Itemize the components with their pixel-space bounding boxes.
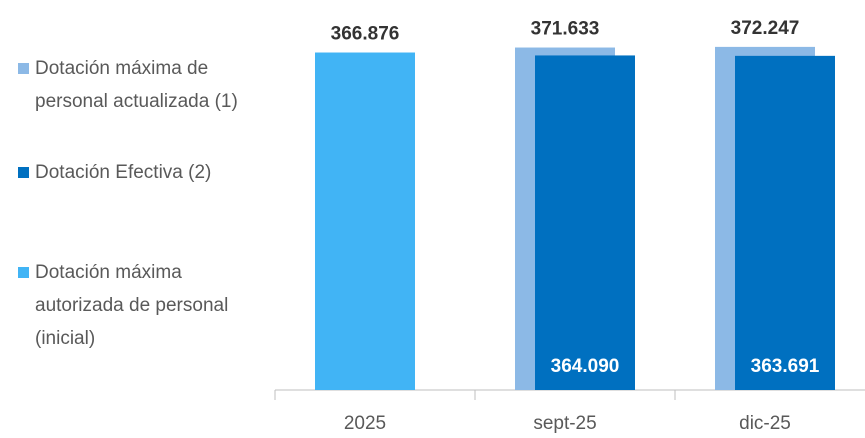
legend-label: Dotación máxima autorizada de personal (… <box>35 262 229 349</box>
data-label: 372.247 <box>731 18 800 39</box>
data-label: 364.090 <box>551 356 620 377</box>
bar <box>315 52 415 391</box>
legend-label: Dotación máxima de personal actualizada … <box>35 58 238 112</box>
data-label: 371.633 <box>531 19 600 40</box>
bar <box>535 55 635 391</box>
data-label: 363.691 <box>751 356 820 377</box>
bar <box>735 55 835 391</box>
legend-item: Dotación Efectiva (2) <box>14 156 264 189</box>
legend-swatch <box>18 267 29 278</box>
x-tick-label: dic-25 <box>739 413 791 434</box>
legend-label: Dotación Efectiva (2) <box>35 162 212 183</box>
x-tick-label: 2025 <box>344 413 386 434</box>
legend-swatch <box>18 63 29 74</box>
legend-swatch <box>18 167 29 178</box>
legend-item: Dotación máxima de personal actualizada … <box>14 52 264 118</box>
legend-item: Dotación máxima autorizada de personal (… <box>14 256 264 355</box>
x-tick-label: sept-25 <box>533 413 596 434</box>
data-label: 366.876 <box>331 24 400 45</box>
